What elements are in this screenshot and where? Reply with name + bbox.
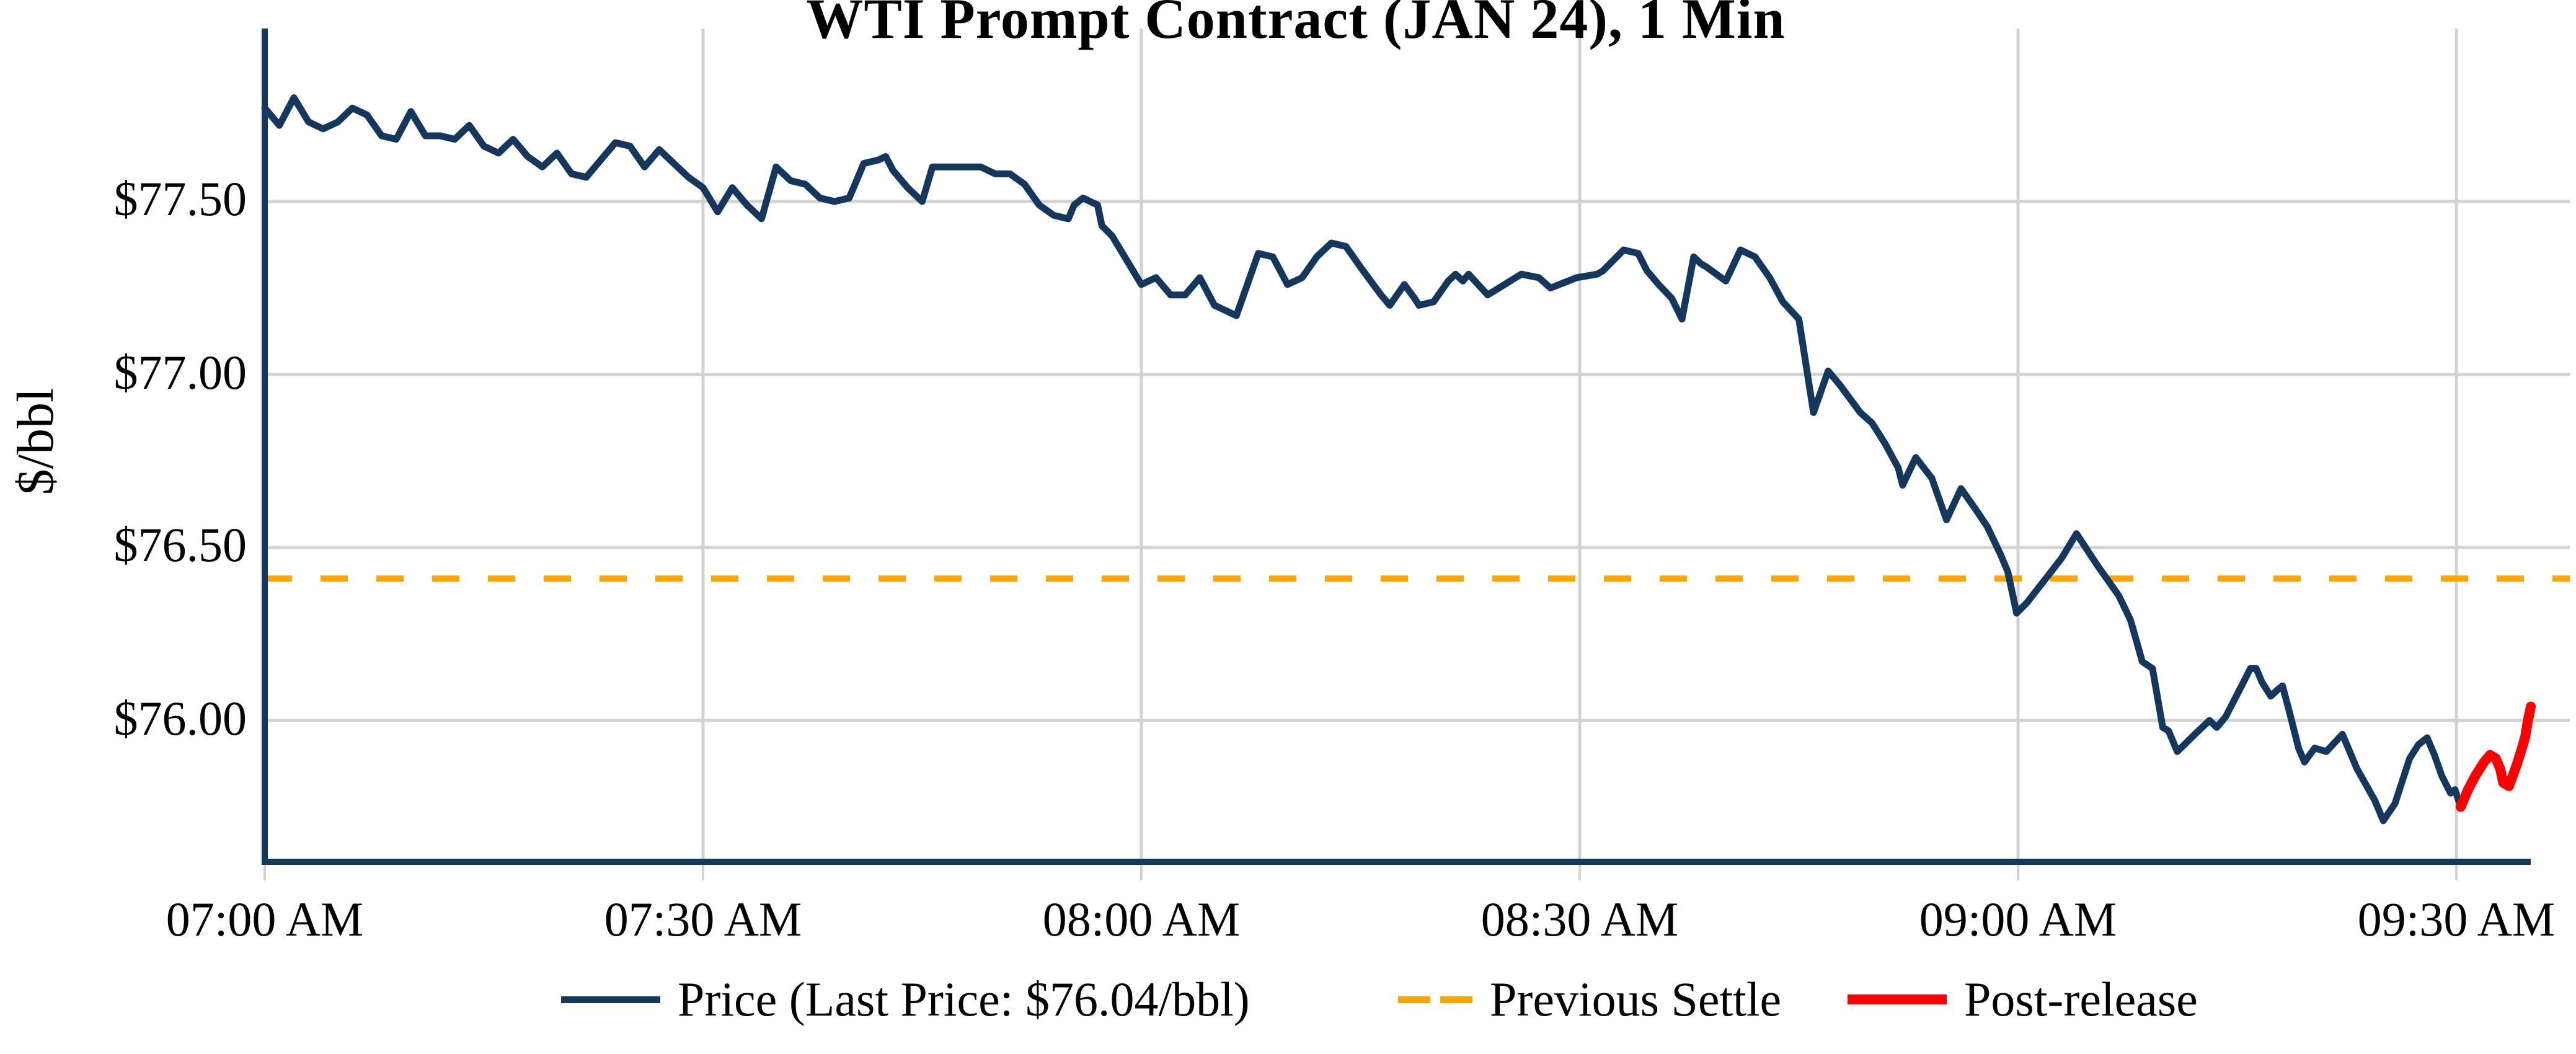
x-tick-label: 09:30 AM — [2357, 892, 2556, 946]
legend-label-previous-settle: Previous Settle — [1490, 972, 1782, 1026]
x-tick-label: 08:00 AM — [1042, 892, 1241, 946]
legend-label-post-release: Post-release — [1964, 972, 2198, 1026]
x-tick-label: 08:30 AM — [1481, 892, 1679, 946]
y-axis-spine — [262, 29, 268, 864]
legend-label-price: Price (Last Price: $76.04/bbl) — [678, 972, 1250, 1026]
price-line-swatch — [561, 996, 660, 1003]
y-tick-label: $76.50 — [113, 518, 247, 572]
x-tick-label: 07:00 AM — [166, 892, 364, 946]
x-axis-spine — [262, 859, 2531, 865]
post-release-line — [2456, 701, 2536, 812]
y-tick-label: $77.50 — [113, 172, 247, 226]
y-tick-label: $77.00 — [113, 345, 247, 399]
y-tick-label: $76.00 — [113, 691, 247, 745]
post-release-swatch — [1848, 994, 1947, 1004]
legend-item-post-release: Post-release — [1848, 967, 2198, 1032]
chart-title: WTI Prompt Contract (JAN 24), 1 Min — [806, 0, 1786, 50]
legend-item-price: Price (Last Price: $76.04/bbl) — [561, 967, 1250, 1032]
legend-item-previous-settle: Previous Settle — [1398, 967, 1781, 1032]
x-tick-label: 09:00 AM — [1919, 892, 2117, 946]
previous-settle-swatch — [1398, 996, 1472, 1003]
price-line — [261, 94, 2464, 825]
x-tick-label: 07:30 AM — [604, 892, 802, 946]
